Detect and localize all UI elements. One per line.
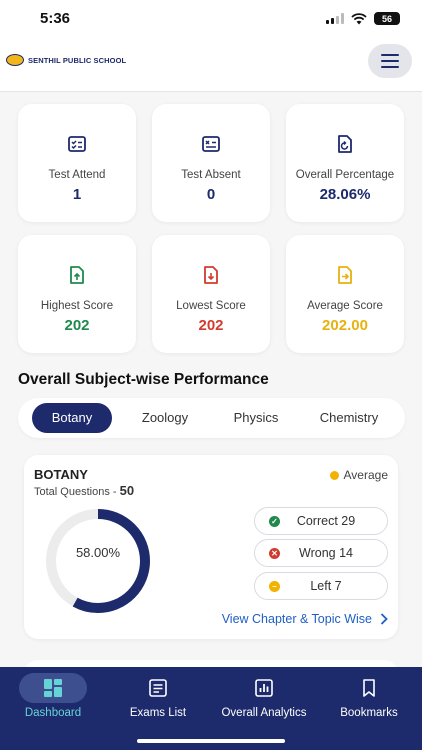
exam-list-icon	[149, 679, 167, 697]
stat-label: Highest Score	[40, 300, 114, 312]
nav-icon-wrap	[230, 673, 298, 703]
app-header: SENTHIL PUBLIC SCHOOL	[0, 40, 422, 92]
stat-label: Overall Percentage	[295, 169, 395, 181]
analytics-icon	[255, 679, 273, 697]
nav-bookmarks[interactable]: Bookmarks	[330, 673, 408, 719]
tab-physics[interactable]: Physics	[233, 410, 279, 425]
correct-count: Correct 29	[296, 514, 356, 528]
nav-label: Overall Analytics	[221, 707, 307, 719]
subject-tabs: Botany Zoology Physics Chemistry	[18, 398, 405, 438]
status-bar: 5:36 56	[0, 0, 422, 40]
stat-value: 1	[72, 186, 82, 203]
nav-exams-list[interactable]: Exams List	[118, 673, 198, 719]
status-icons: 56	[326, 12, 400, 25]
total-questions: Total Questions - 50	[34, 483, 134, 498]
nav-icon-wrap	[19, 673, 87, 703]
stat-card-highest-score: Highest Score 202	[18, 235, 136, 353]
tab-chemistry[interactable]: Chemistry	[319, 410, 379, 425]
section-title: Overall Subject-wise Performance	[18, 371, 269, 388]
upload-doc-icon	[70, 266, 84, 284]
stat-label: Test Absent	[181, 169, 241, 181]
grade-label: Average	[343, 468, 388, 482]
total-questions-label: Total Questions -	[34, 486, 117, 498]
stat-value: 202	[198, 317, 224, 334]
view-chapter-topic-link[interactable]: View Chapter & Topic Wise	[222, 612, 388, 626]
left-count: Left 7	[310, 579, 342, 593]
battery-icon: 56	[374, 12, 400, 25]
nav-label: Dashboard	[24, 707, 82, 719]
dashboard-icon	[44, 679, 62, 697]
bottom-navigation: Dashboard Exams List Overall Analytics	[0, 667, 422, 750]
stat-card-overall-percentage: Overall Percentage 28.06%	[286, 104, 404, 222]
stat-label: Lowest Score	[176, 300, 246, 312]
subject-performance-card: BOTANY Total Questions - 50 Average 58.0…	[24, 455, 398, 639]
hamburger-menu-button[interactable]	[368, 44, 412, 78]
menu-line	[381, 60, 399, 62]
school-logo: SENTHIL PUBLIC SCHOOL	[6, 54, 126, 66]
nav-icon-wrap	[124, 673, 192, 703]
donut-progress-arc	[46, 509, 150, 613]
stat-label: Average Score	[307, 300, 383, 312]
stat-card-test-absent: Test Absent 0	[152, 104, 270, 222]
home-indicator	[137, 739, 285, 743]
grade-badge: Average	[329, 468, 388, 482]
stat-value: 0	[206, 186, 216, 203]
x-list-icon	[202, 136, 220, 152]
nav-dashboard[interactable]: Dashboard	[19, 673, 87, 719]
nav-label: Exams List	[129, 707, 187, 719]
view-chapter-topic-label: View Chapter & Topic Wise	[221, 612, 372, 626]
checklist-icon	[68, 136, 86, 152]
subject-name: BOTANY	[34, 467, 88, 482]
nav-label: Bookmarks	[340, 707, 398, 719]
tab-botany[interactable]: Botany	[32, 403, 112, 433]
menu-line	[381, 66, 399, 68]
arrow-doc-icon	[338, 266, 352, 284]
stat-card-lowest-score: Lowest Score 202	[152, 235, 270, 353]
score-donut-chart	[46, 509, 150, 613]
grade-dot-icon	[329, 470, 339, 480]
check-icon: ✓	[269, 516, 280, 527]
wifi-icon	[351, 12, 367, 24]
wrong-count-pill: ✕ Wrong 14	[254, 539, 388, 567]
left-count-pill: – Left 7	[254, 572, 388, 600]
total-questions-value: 50	[119, 483, 135, 498]
school-emblem-icon	[6, 54, 24, 66]
correct-count-pill: ✓ Correct 29	[254, 507, 388, 535]
download-doc-icon	[204, 266, 218, 284]
wrong-count: Wrong 14	[299, 546, 353, 560]
cross-icon: ✕	[269, 548, 280, 559]
nav-overall-analytics[interactable]: Overall Analytics	[210, 673, 318, 719]
donut-percentage: 58.00%	[75, 545, 121, 560]
tab-zoology[interactable]: Zoology	[141, 410, 189, 425]
nav-icon-wrap	[335, 673, 403, 703]
chevron-right-icon	[380, 613, 388, 625]
stat-value: 202	[64, 317, 90, 334]
signal-icon	[326, 13, 344, 24]
school-name: SENTHIL PUBLIC SCHOOL	[28, 55, 127, 65]
stat-label: Test Attend	[48, 169, 106, 181]
minus-icon: –	[269, 581, 280, 592]
stat-value: 28.06%	[319, 186, 371, 203]
refresh-doc-icon	[338, 135, 352, 153]
stat-card-test-attend: Test Attend 1	[18, 104, 136, 222]
menu-line	[381, 54, 399, 56]
stat-value: 202.00	[322, 317, 368, 334]
status-time: 5:36	[40, 10, 71, 27]
bookmark-icon	[363, 679, 375, 697]
stat-card-average-score: Average Score 202.00	[286, 235, 404, 353]
